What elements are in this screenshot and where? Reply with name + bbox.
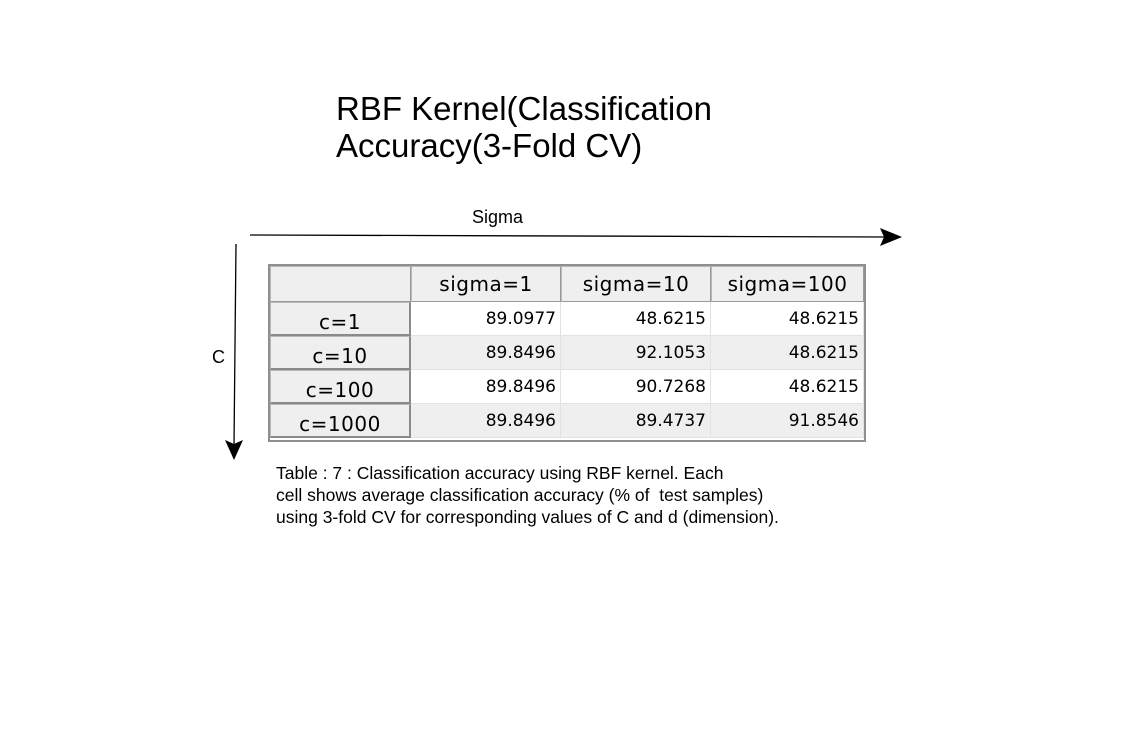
table-cell: 89.8496 [411,370,561,404]
table-cell: 48.6215 [711,302,864,336]
table-header-row: sigma=1 sigma=10 sigma=100 [270,266,864,302]
table-cell: 89.0977 [411,302,561,336]
title-line-1: RBF Kernel(Classification [336,90,712,127]
table-cell: 90.7268 [561,370,711,404]
table-cell: 92.1053 [561,336,711,370]
row-header: c=1 [270,302,411,336]
table-cell: 89.4737 [561,404,711,438]
table-cell: 48.6215 [711,370,864,404]
row-header: c=100 [270,370,411,404]
c-axis-label: C [212,347,225,367]
column-header: sigma=100 [711,266,864,302]
sigma-axis-label: Sigma [472,207,524,227]
table-row: c=1000 89.8496 89.4737 91.8546 [270,404,864,438]
page-title: RBF Kernel(Classification Accuracy(3-Fol… [336,90,712,164]
sigma-axis-line [249,234,889,238]
title-line-2: Accuracy(3-Fold CV) [336,127,643,164]
table-cell: 89.8496 [411,404,561,438]
row-header: c=1000 [270,404,411,438]
table-row: c=10 89.8496 92.1053 48.6215 [270,336,864,370]
column-header: sigma=10 [561,266,711,302]
table-cell: 91.8546 [711,404,864,438]
accuracy-table: sigma=1 sigma=10 sigma=100 c=1 89.0977 4… [270,266,864,438]
accuracy-table-frame: sigma=1 sigma=10 sigma=100 c=1 89.0977 4… [268,264,866,442]
table-cell: 48.6215 [711,336,864,370]
caption-line-3: using 3-fold CV for corresponding values… [276,507,779,527]
table-caption: Table : 7 : Classification accuracy usin… [276,462,779,528]
c-axis-arrowhead [225,440,243,460]
table-corner-cell [270,266,411,302]
sigma-axis-arrowhead [880,228,902,246]
caption-line-1: Table : 7 : Classification accuracy usin… [276,463,724,483]
c-axis-line [233,243,237,447]
table-cell: 89.8496 [411,336,561,370]
table-row: c=1 89.0977 48.6215 48.6215 [270,302,864,336]
caption-line-2: cell shows average classification accura… [276,485,764,505]
table-cell: 48.6215 [561,302,711,336]
column-header: sigma=1 [411,266,561,302]
table-row: c=100 89.8496 90.7268 48.6215 [270,370,864,404]
row-header: c=10 [270,336,411,370]
